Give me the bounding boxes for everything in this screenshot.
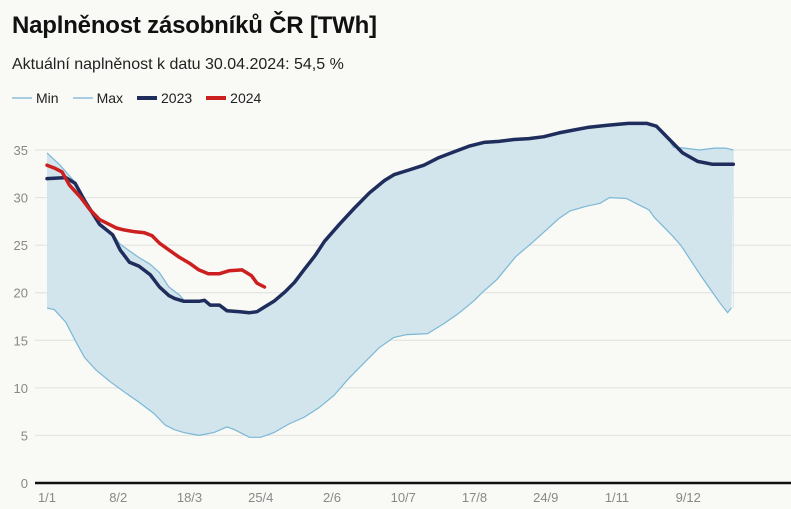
- y-tick-label: 30: [14, 191, 28, 206]
- y-tick-label: 5: [21, 428, 28, 443]
- legend-swatch-min: [12, 97, 32, 99]
- chart-subtitle: Aktuální naplněnost k datu 30.04.2024: 5…: [12, 56, 344, 73]
- y-tick-label: 25: [14, 238, 28, 253]
- y-tick-label: 35: [14, 143, 28, 158]
- x-tick-label: 24/9: [533, 490, 558, 505]
- legend-label-min: Min: [36, 90, 59, 106]
- x-tick-label: 18/3: [177, 490, 202, 505]
- legend-swatch-2023: [137, 96, 158, 100]
- x-tick-label: 10/7: [391, 490, 416, 505]
- y-tick-label: 15: [14, 333, 28, 348]
- x-tick-label: 1/1: [38, 490, 56, 505]
- x-tick-label: 17/8: [462, 490, 487, 505]
- legend-swatch-2024: [206, 96, 227, 100]
- y-tick-label: 10: [14, 381, 28, 396]
- y-tick-label: 0: [21, 476, 28, 491]
- series-line-2023: [45, 121, 736, 315]
- legend-label-2024: 2024: [230, 90, 262, 106]
- x-tick-label: 9/12: [676, 490, 701, 505]
- legend-item-min[interactable]: Min: [12, 90, 59, 106]
- series-line-min: [46, 196, 732, 438]
- legend-label-max: Max: [96, 90, 124, 106]
- y-tick-label: 20: [14, 286, 28, 301]
- legend: Min Max 2023 2024: [12, 90, 261, 106]
- x-tick-label: 2/6: [323, 490, 341, 505]
- legend-label-2023: 2023: [161, 90, 193, 106]
- series-line-2024: [45, 163, 267, 289]
- x-tick-label: 8/2: [109, 490, 127, 505]
- legend-item-2023[interactable]: 2023: [137, 90, 192, 106]
- legend-item-max[interactable]: Max: [72, 90, 124, 106]
- legend-swatch-max: [72, 97, 93, 99]
- legend-item-2024[interactable]: 2024: [206, 90, 261, 106]
- x-tick-label: 25/4: [248, 490, 273, 505]
- chart-title: Naplněnost zásobníků ČR [TWh]: [12, 12, 377, 39]
- min-max-range-band: [47, 123, 734, 438]
- x-tick-label: 1/11: [605, 490, 629, 505]
